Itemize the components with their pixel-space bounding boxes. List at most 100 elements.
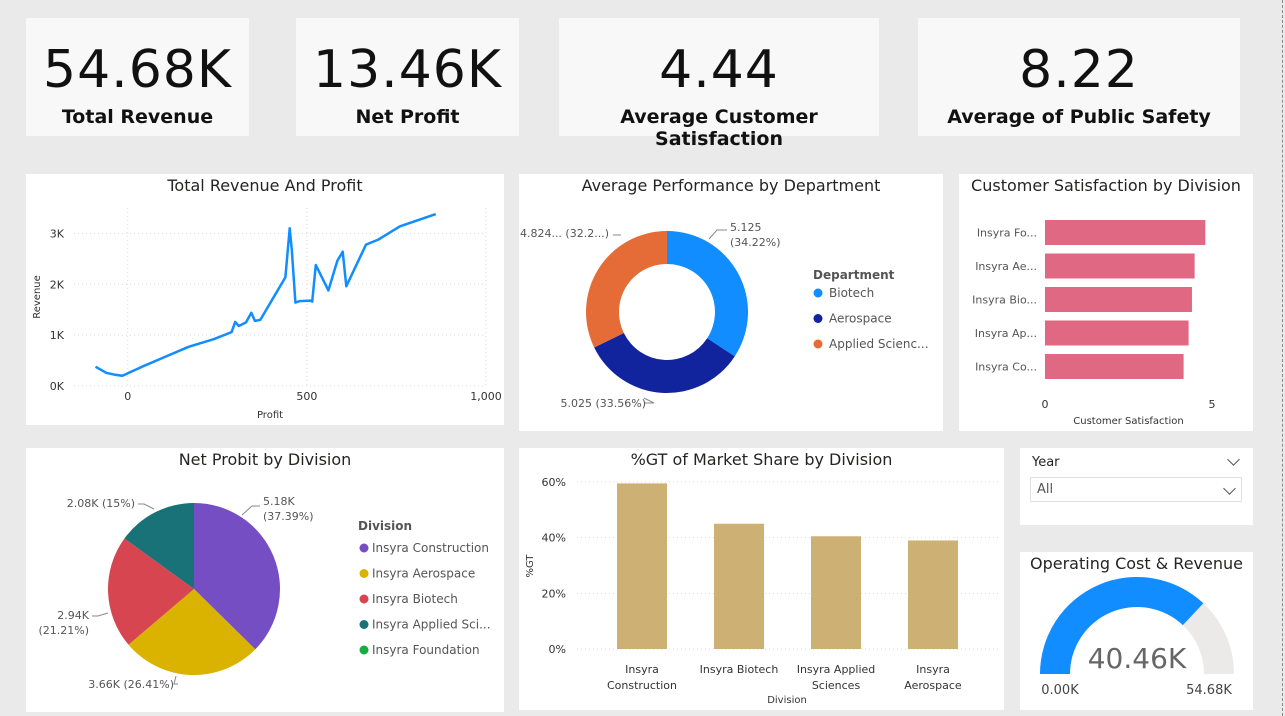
x-axis-title: Customer Satisfaction [1073, 416, 1183, 427]
legend-marker [813, 314, 823, 323]
legend-item: Insyra Biotech [372, 592, 458, 606]
kpi-value: 54.68K [43, 40, 232, 100]
category-label: Insyra Bio... [972, 294, 1037, 307]
pie-chart-svg: 5.18K (37.39%) 3.66K (26.41%) 2.94K (21.21%)… [38, 495, 490, 691]
x-axis-title: Profit [257, 410, 283, 421]
category-label: Insyra Ae... [975, 260, 1037, 273]
net-profit-pie-chart[interactable]: Net Probit by Division 5.18K (37.39%) 3.66… [26, 448, 504, 712]
legend-item: Biotech [829, 286, 874, 300]
x-tick-label: 500 [296, 390, 317, 403]
leader-line [92, 612, 109, 617]
satisfaction-bar [1045, 220, 1206, 245]
legend-item: Aerospace [829, 312, 892, 326]
category-label: Insyra Construction [607, 663, 677, 692]
operating-cost-gauge[interactable]: Operating Cost & Revenue 40.46K 0.00K 54.6… [1020, 552, 1253, 710]
gauge-value: 40.46K [1088, 642, 1187, 675]
leader-line [708, 229, 727, 240]
year-dropdown[interactable]: All [1030, 477, 1242, 502]
kpi-public-safety[interactable]: 8.22 Average of Public Safety [918, 18, 1240, 136]
y-tick-label: 0% [549, 643, 566, 656]
y-tick-label: 2K [50, 278, 65, 291]
kpi-customer-satisfaction[interactable]: 4.44 Average Customer Satisfaction [559, 18, 879, 150]
donut-slice [667, 231, 748, 357]
satisfaction-bar-chart[interactable]: Customer Satisfaction by Division Insyra… [959, 174, 1253, 431]
revenue-profit-chart[interactable]: Total Revenue And Profit 0K 1K 2K 3K 0 500 1,0… [26, 174, 504, 425]
leader-line [643, 397, 655, 404]
chevron-down-icon[interactable] [1223, 482, 1236, 495]
kpi-label: Total Revenue [61, 106, 214, 128]
data-label: 5.18K (37.39%) [263, 495, 314, 523]
chevron-down-icon[interactable] [1227, 453, 1240, 466]
kpi-value: 13.46K [313, 40, 502, 100]
legend-marker [359, 645, 369, 655]
satisfaction-bar [1045, 253, 1195, 279]
leader-line [173, 675, 178, 685]
legend-marker [813, 339, 823, 349]
category-label: Insyra Fo... [977, 227, 1037, 240]
satisfaction-bar [1045, 287, 1192, 312]
x-axis-title: Division [767, 695, 807, 706]
donut-slice [594, 333, 735, 393]
data-label: 5.025 (33.56%) [560, 397, 646, 410]
chart-title: Customer Satisfaction by Division [971, 176, 1241, 195]
market-share-column-chart[interactable]: %GT of Market Share by Division 0% 20% 40%… [519, 448, 1004, 710]
category-label: Insyra Co... [975, 361, 1037, 374]
market-share-bar [617, 483, 667, 649]
y-axis-title: %GT [525, 554, 536, 578]
legend-item: Insyra Foundation [372, 643, 480, 657]
legend-item: Applied Scienc... [829, 337, 929, 351]
data-label: 2.08K (15%) [67, 497, 135, 510]
kpi-value: 4.44 [659, 40, 779, 100]
chart-title: Net Probit by Division [178, 450, 352, 469]
pie-slice [194, 503, 280, 650]
column-chart-svg: 0% 20% 40% 60% %GT Insyra Construction Insyra B… [525, 476, 999, 706]
chart-title: Average Performance by Department [581, 176, 881, 195]
legend-marker [359, 620, 369, 629]
gauge-max-label: 54.68K [1186, 683, 1232, 698]
satisfaction-bar [1045, 320, 1189, 346]
x-tick-label: 1,000 [470, 390, 502, 403]
category-label: Insyra Aerospace [904, 663, 962, 692]
pie-slice [124, 503, 194, 589]
slicer-label: Year [1032, 455, 1060, 470]
kpi-label: Average of Public Safety [947, 106, 1211, 128]
hbar-chart-svg: Insyra Fo... Insyra Ae... Insyra Bio... Ins… [972, 220, 1216, 427]
performance-donut-chart[interactable]: Average Performance by Department 5.125(… [519, 174, 943, 431]
kpi-label: Net Profit [355, 106, 460, 128]
y-tick-label: 60% [542, 476, 566, 489]
kpi-net-profit[interactable]: 13.46K Net Profit [296, 18, 519, 136]
legend-marker [359, 594, 369, 604]
kpi-total-revenue[interactable]: 54.68K Total Revenue [26, 18, 249, 136]
gauge-svg: 40.46K 0.00K 54.68K [1040, 577, 1234, 698]
y-axis-title: Revenue [32, 275, 43, 319]
y-tick-label: 1K [50, 329, 65, 342]
category-label: Insyra Ap... [975, 327, 1037, 340]
market-share-bar [908, 540, 958, 649]
legend-marker [813, 288, 823, 298]
data-label: 3.66K (26.41%) [88, 678, 174, 691]
legend-item: Insyra Construction [372, 541, 489, 555]
gauge-min-label: 0.00K [1041, 683, 1079, 698]
kpi-value: 8.22 [1019, 40, 1139, 100]
year-dropdown-value: All [1037, 482, 1054, 497]
market-share-bar [811, 536, 861, 649]
donut-slice [586, 231, 667, 348]
data-label: 5.125 (34.22%) [730, 221, 781, 249]
pie-slice [128, 589, 256, 675]
revenue-line [94, 212, 437, 378]
category-label: Insyra Biotech [700, 663, 779, 676]
legend-title: Department [813, 268, 895, 282]
chart-title: %GT of Market Share by Division [630, 450, 893, 469]
page-border [1282, 0, 1283, 716]
kpi-label: Average Customer Satisfaction [620, 106, 818, 150]
satisfaction-bar [1045, 354, 1184, 379]
x-tick-label: 0 [1042, 398, 1049, 411]
line-chart-svg: 0K 1K 2K 3K 0 500 1,000 Profit Revenue [32, 208, 502, 421]
y-tick-label: 0K [50, 380, 65, 393]
year-slicer[interactable]: Year All [1020, 448, 1253, 525]
data-label: 2.94K (21.21%) [38, 609, 89, 637]
pie-slice [107, 538, 194, 645]
data-label: 4.824... (32.2...) [520, 227, 609, 240]
y-tick-label: 40% [542, 532, 566, 545]
x-tick-label: 5 [1209, 398, 1216, 411]
